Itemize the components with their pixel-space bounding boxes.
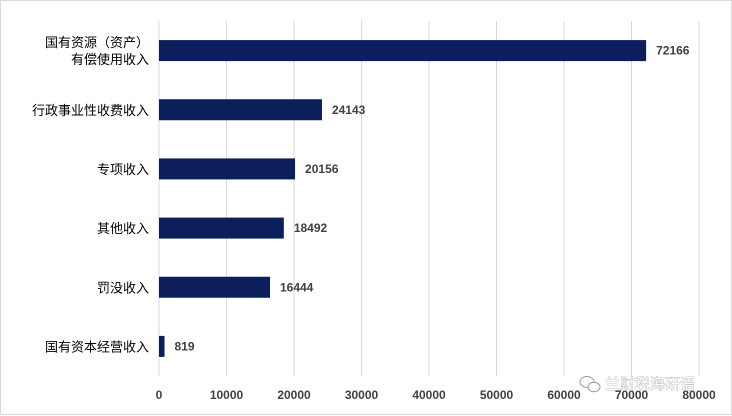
- category-label: 有偿使用收入: [71, 52, 149, 68]
- bar: [159, 335, 165, 357]
- x-tick-label: 80000: [682, 388, 716, 402]
- bar: [159, 217, 284, 239]
- category-label: 罚没收入: [97, 281, 149, 296]
- x-tick-label: 50000: [480, 388, 514, 402]
- data-label: 20156: [305, 162, 339, 176]
- data-label: 16444: [280, 280, 314, 294]
- x-tick-label: 0: [156, 388, 163, 402]
- watermark: 兰财税海研语: [579, 375, 695, 393]
- category-label: 行政事业性收费收入: [32, 104, 149, 119]
- bar: [159, 99, 322, 121]
- x-tick-label: 70000: [615, 388, 649, 402]
- category-label: 其他收入: [97, 222, 149, 237]
- watermark-text: 兰财税海研语: [605, 375, 695, 393]
- data-label: 24143: [332, 103, 366, 117]
- x-tick-label: 30000: [345, 388, 379, 402]
- category-labels: 国有资源（资产）有偿使用收入行政事业性收费收入专项收入其他收入罚没收入国有资本经…: [32, 36, 149, 355]
- x-tick-label: 20000: [277, 388, 311, 402]
- data-label: 819: [175, 339, 195, 353]
- category-label: 国有资源（资产）: [45, 36, 149, 51]
- data-label: 72166: [656, 44, 690, 58]
- bars: [159, 40, 647, 357]
- data-label: 18492: [294, 221, 328, 235]
- category-label: 国有资本经营收入: [45, 340, 149, 355]
- x-tick-label: 40000: [412, 388, 446, 402]
- bar: [159, 276, 270, 298]
- x-tick-label: 60000: [547, 388, 581, 402]
- category-label: 专项收入: [97, 163, 149, 178]
- gridlines: [158, 21, 700, 376]
- x-tick-label: 10000: [210, 388, 244, 402]
- bar: [159, 40, 647, 62]
- wechat-icon: [579, 376, 601, 393]
- data-labels: 72166 24143 20156 18492 16444 819: [175, 44, 690, 354]
- x-axis-ticks: 0 10000 20000 30000 40000 50000 60000 70000 8000…: [156, 388, 716, 402]
- bar: [159, 158, 296, 180]
